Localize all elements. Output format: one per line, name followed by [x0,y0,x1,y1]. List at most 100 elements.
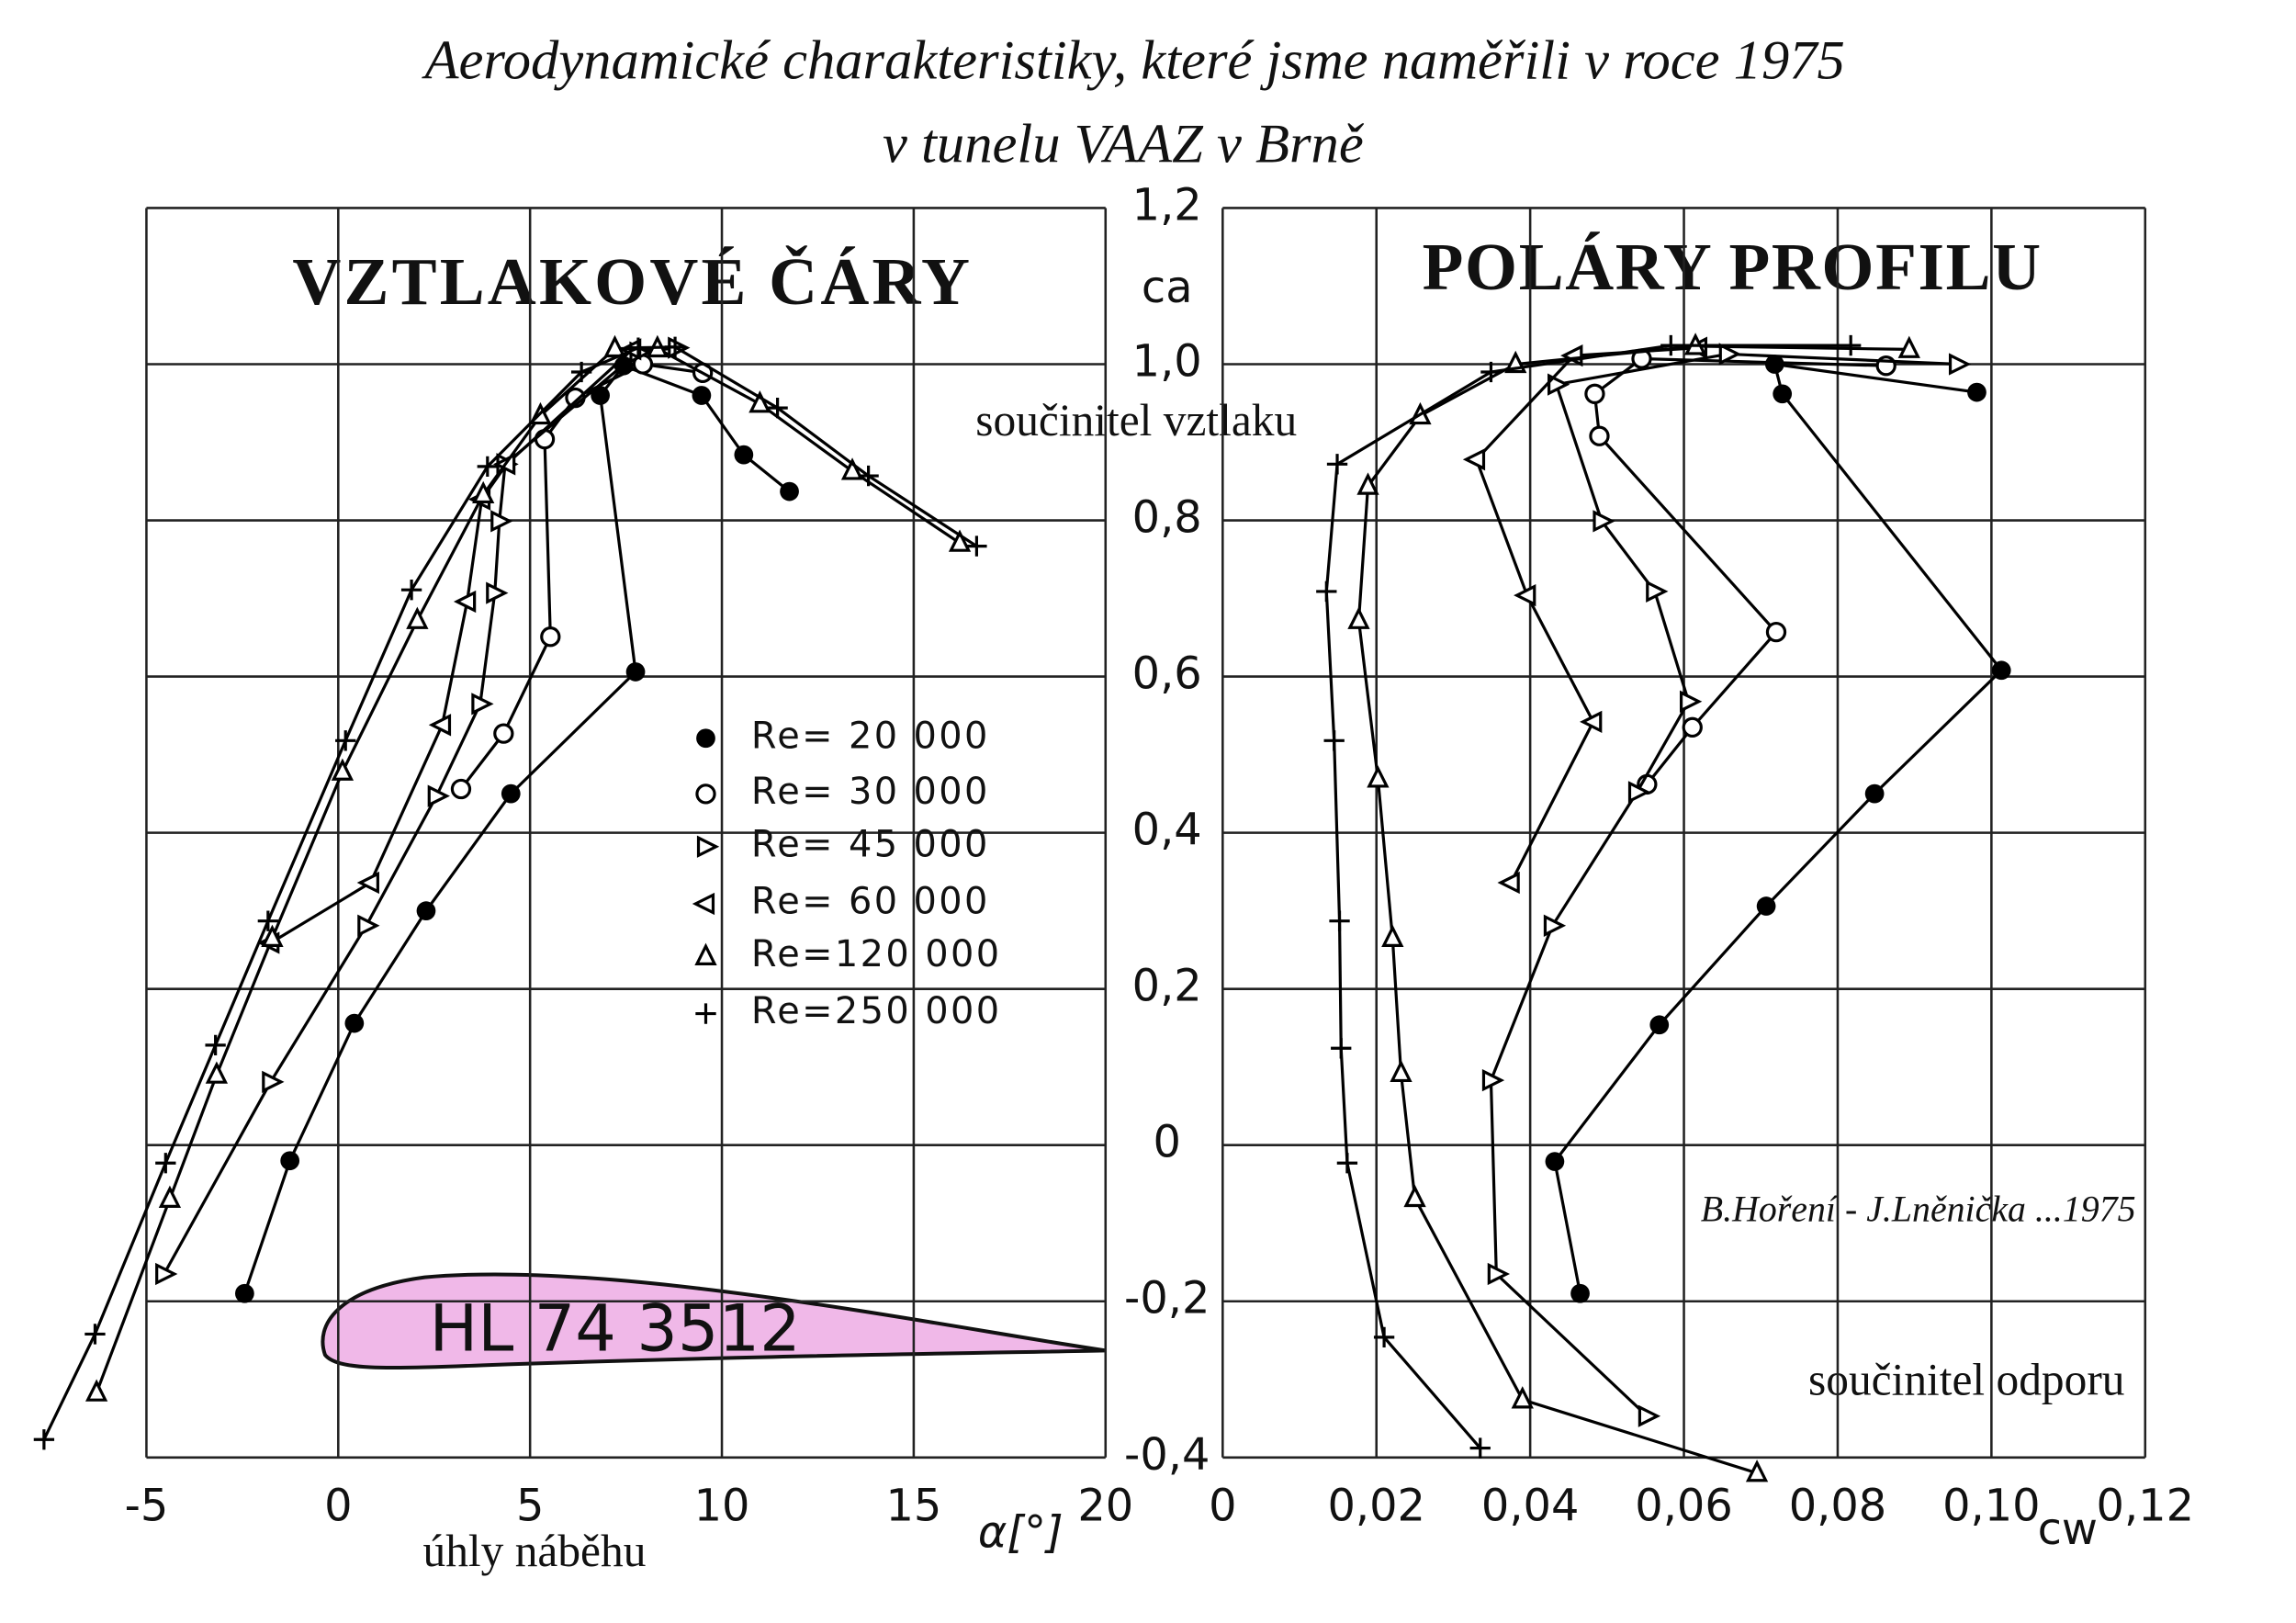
legend-label: Re=120 000 [751,933,1002,975]
y-tick-label: 0,8 [1132,493,1202,544]
legend-label: Re= 30 000 [751,771,990,813]
x-tick-label: -5 [125,1482,169,1532]
legend-marker [692,892,715,916]
data-point [1514,584,1536,607]
data-point [1381,924,1404,947]
x-axis-symbol: α[°] [978,1507,1064,1558]
data-point [1336,1153,1358,1174]
data-point [1347,606,1370,629]
data-point [344,1013,365,1033]
data-point [1864,783,1885,804]
data-point [1548,373,1570,396]
x-tick-label: 15 [885,1482,941,1532]
y-tick-label: 0 [1154,1118,1181,1168]
title-line: v tunelu VAAZ v Brně [883,114,1365,175]
data-point [1367,765,1390,788]
data-point [625,662,646,682]
data-point [262,1070,285,1093]
data-point [1403,1184,1426,1208]
data-point [1331,1038,1352,1059]
data-point [734,445,754,465]
data-point [472,480,495,504]
data-point [1948,353,1972,376]
data-point [1356,472,1379,495]
airfoil-label: HL 74 3512 [430,1291,801,1366]
data-point [406,606,429,629]
x-tick-label: 0 [1209,1482,1236,1532]
data-point [840,457,864,480]
x-tick-label: 0,10 [1942,1482,2040,1532]
legend-marker [694,942,717,965]
data-point [1580,710,1603,734]
data-point [155,1153,176,1174]
data-point [1967,382,1986,402]
data-point [627,337,649,358]
data-point [1316,580,1337,603]
data-point [767,397,788,419]
data-point [1543,914,1567,937]
data-point [1764,355,1784,374]
y-tick-label: 1,0 [1132,336,1202,387]
y-tick-label: 0,6 [1132,649,1202,700]
data-point [1756,896,1776,916]
series-line [163,346,677,1275]
x-tick-label: 5 [516,1482,544,1532]
data-point [1765,621,1787,643]
x-axis-symbol: cw [2038,1505,2098,1555]
legend-label: Re= 60 000 [751,880,990,922]
data-point [664,336,686,357]
data-point [261,924,284,947]
data-point [357,914,380,937]
legend-marker [695,783,716,805]
data-point [540,626,561,648]
data-point [1627,781,1651,804]
data-point [1593,510,1615,533]
data-point [534,428,556,450]
legend-marker [695,1003,716,1024]
x-tick-label: 20 [1077,1482,1133,1532]
data-point [493,723,514,744]
panel-title: POLÁRY PROFILU [1423,230,2043,304]
data-point [257,910,279,931]
data-point [1840,334,1862,356]
data-point [966,535,987,557]
x-axis-label: součinitel odporu [1808,1354,2124,1404]
data-point [1660,334,1682,356]
data-point [335,730,356,751]
x-axis-label: úhly náběhu [422,1526,646,1576]
data-point [205,1061,229,1084]
data-point [84,1324,106,1345]
x-tick-label: 0 [324,1482,352,1532]
data-point [1323,730,1345,751]
data-point [453,590,477,614]
panel-title: VZTLAKOVÉ ČÁRY [292,244,973,319]
x-tick-label: 10 [694,1482,750,1532]
data-point [1649,1015,1670,1035]
data-point [1682,716,1703,738]
x-tick-label: 0,08 [1789,1482,1886,1532]
airfoil [321,1272,1107,1370]
data-point [780,481,799,502]
data-point [1584,383,1605,404]
y-axis-label: součinitel vztlaku [975,395,1297,445]
data-point [1680,690,1703,713]
data-point [1570,1283,1590,1303]
data-point [603,334,626,358]
data-point [486,581,509,604]
legend-marker [696,835,720,858]
data-point [1545,1152,1565,1171]
data-point [400,580,422,601]
credit: B.Hoření - J.Lněnička ...1975 [1701,1189,2136,1230]
series-line [42,345,978,1440]
data-point [1511,1386,1534,1409]
data-point [428,714,452,737]
data-point [477,456,498,478]
data-point [1480,361,1502,383]
data-point [1326,454,1348,475]
series-line [1474,346,1699,884]
data-point [692,386,712,405]
data-point [570,361,592,383]
data-point [280,1151,300,1171]
data-point [205,1034,226,1056]
